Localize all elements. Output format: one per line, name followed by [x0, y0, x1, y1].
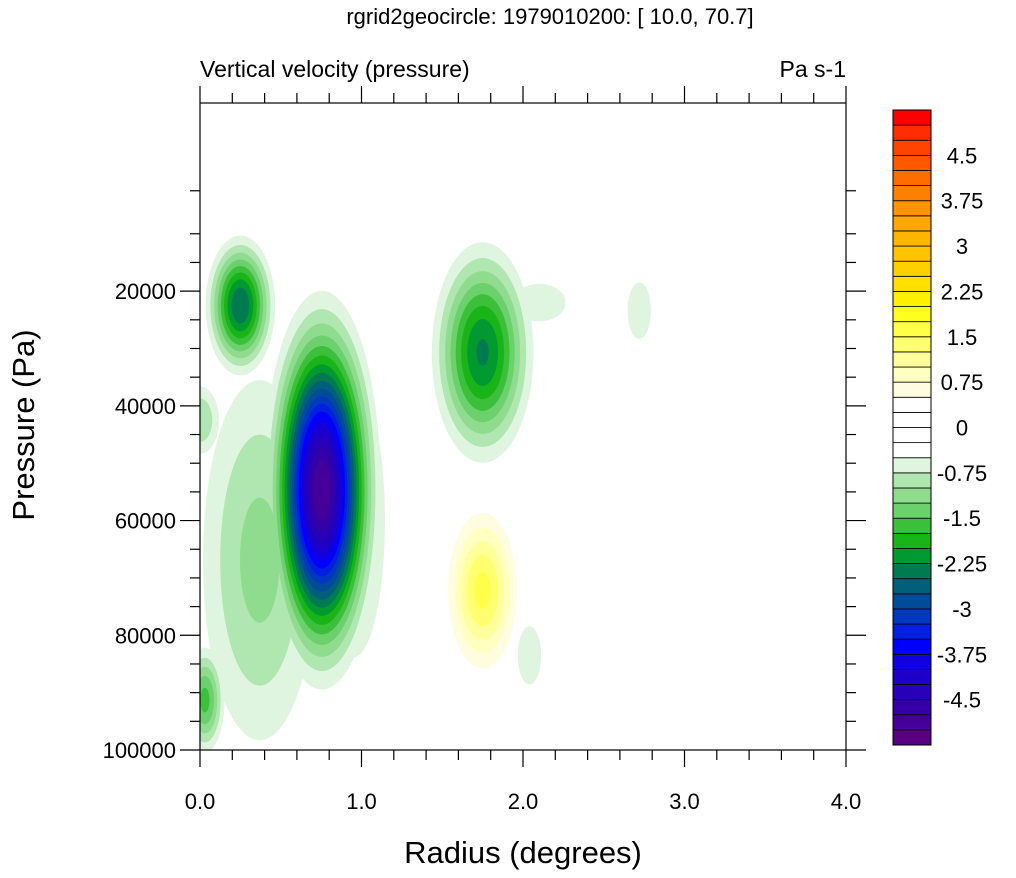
- chart-title: rgrid2geocircle: 1979010200: [ 10.0, 70.…: [346, 4, 753, 29]
- colorbar-box: [892, 638, 932, 655]
- colorbar-box: [892, 593, 932, 610]
- axes: 0.0 1.0 2.0 3.0 4.0 20000 40000 60000 80000 10000…: [103, 86, 866, 814]
- contour-band-upper-left-core: [231, 287, 250, 324]
- colorbar-box: [892, 532, 932, 549]
- colorbar-box: [892, 578, 932, 595]
- colorbar-box: [892, 442, 932, 459]
- colorbar-box: [892, 124, 932, 141]
- colorbar-label: -0.75: [937, 461, 987, 486]
- colorbar-box: [892, 608, 932, 625]
- colorbar-label: 1.5: [947, 325, 978, 350]
- colorbar-box: [892, 381, 932, 398]
- colorbar-box: [892, 185, 932, 202]
- colorbar-box: [892, 230, 932, 247]
- contour-band-bottom-left: [200, 687, 210, 713]
- colorbar-box: [892, 563, 932, 580]
- colorbar-label: 3.75: [941, 189, 984, 214]
- colorbar-box: [892, 275, 932, 292]
- colorbar-box: [892, 517, 932, 534]
- colorbar-box: [892, 260, 932, 277]
- y-tick-label: 60000: [115, 509, 176, 534]
- colorbar-label: 3: [956, 234, 968, 259]
- colorbar-box: [892, 548, 932, 564]
- left-subtitle: Vertical velocity (pressure): [200, 56, 470, 82]
- y-tick-label: 40000: [115, 394, 176, 419]
- colorbar-box: [892, 684, 932, 701]
- contour-band-left-mid: [200, 398, 213, 442]
- colorbar-label: -4.5: [943, 688, 981, 713]
- colorbar-box: [892, 306, 932, 323]
- colorbar-box: [892, 729, 932, 746]
- contour-band-small-right: [627, 282, 651, 339]
- x-tick-label: 0.0: [185, 789, 216, 814]
- y-tick-label: 80000: [115, 623, 176, 648]
- colorbar-box: [892, 366, 932, 383]
- x-tick-label: 3.0: [669, 789, 700, 814]
- colorbar-box: [892, 396, 932, 413]
- colorbar-box: [892, 623, 932, 640]
- colorbar-box: [892, 200, 932, 217]
- colorbar-box: [892, 291, 932, 307]
- colorbar-box: [892, 139, 932, 156]
- colorbar-label: 0.75: [941, 370, 984, 395]
- contour-band-main-core: [313, 460, 331, 520]
- colorbar-box: [892, 502, 932, 519]
- contour-band-upper-right-core: [476, 339, 489, 366]
- colorbar-box: [892, 427, 932, 444]
- colorbar-box: [892, 109, 932, 126]
- colorbar-box: [892, 245, 932, 262]
- contour-band-positive-core: [474, 572, 491, 609]
- colorbar-label: 4.5: [947, 143, 978, 168]
- contour-band-small-lower: [517, 626, 542, 685]
- colorbar-box: [892, 669, 932, 685]
- colorbar-box: [892, 321, 932, 338]
- contour-band-broad-left: [240, 497, 280, 623]
- colorbar-label: -3: [952, 597, 972, 622]
- colorbar: 4.5 3.75 3 2.25 1.5 0.75 0 -0.75 -1.5 -2.25 -3 -3.7…: [892, 109, 987, 746]
- colorbar-label: -3.75: [937, 642, 987, 667]
- colorbar-box: [892, 457, 932, 474]
- x-tick-label: 4.0: [831, 789, 862, 814]
- colorbar-box: [892, 653, 932, 670]
- y-tick-label: 100000: [103, 738, 176, 763]
- colorbar-label: -2.25: [937, 552, 987, 577]
- colorbar-box: [892, 472, 932, 489]
- colorbar-box: [892, 336, 932, 353]
- colorbar-box: [892, 154, 932, 171]
- x-tick-label: 2.0: [508, 789, 539, 814]
- colorbar-box: [892, 411, 932, 428]
- units-subtitle: Pa s-1: [780, 56, 846, 82]
- colorbar-label: -1.5: [943, 506, 981, 531]
- colorbar-box: [892, 487, 932, 504]
- colorbar-label: 0: [956, 416, 968, 441]
- colorbar-box: [892, 215, 932, 232]
- colorbar-label: 2.25: [941, 279, 984, 304]
- y-tick-label: 20000: [115, 279, 176, 304]
- colorbar-frame: [892, 109, 932, 746]
- y-axis-label: Pressure (Pa): [6, 329, 41, 520]
- x-axis-label: Radius (degrees): [404, 835, 642, 870]
- colorbar-box: [892, 351, 932, 368]
- contour-bands: [200, 235, 651, 750]
- colorbar-box: [892, 714, 932, 731]
- colorbar-box: [892, 170, 932, 186]
- x-tick-label: 1.0: [346, 789, 377, 814]
- colorbar-box: [892, 699, 932, 716]
